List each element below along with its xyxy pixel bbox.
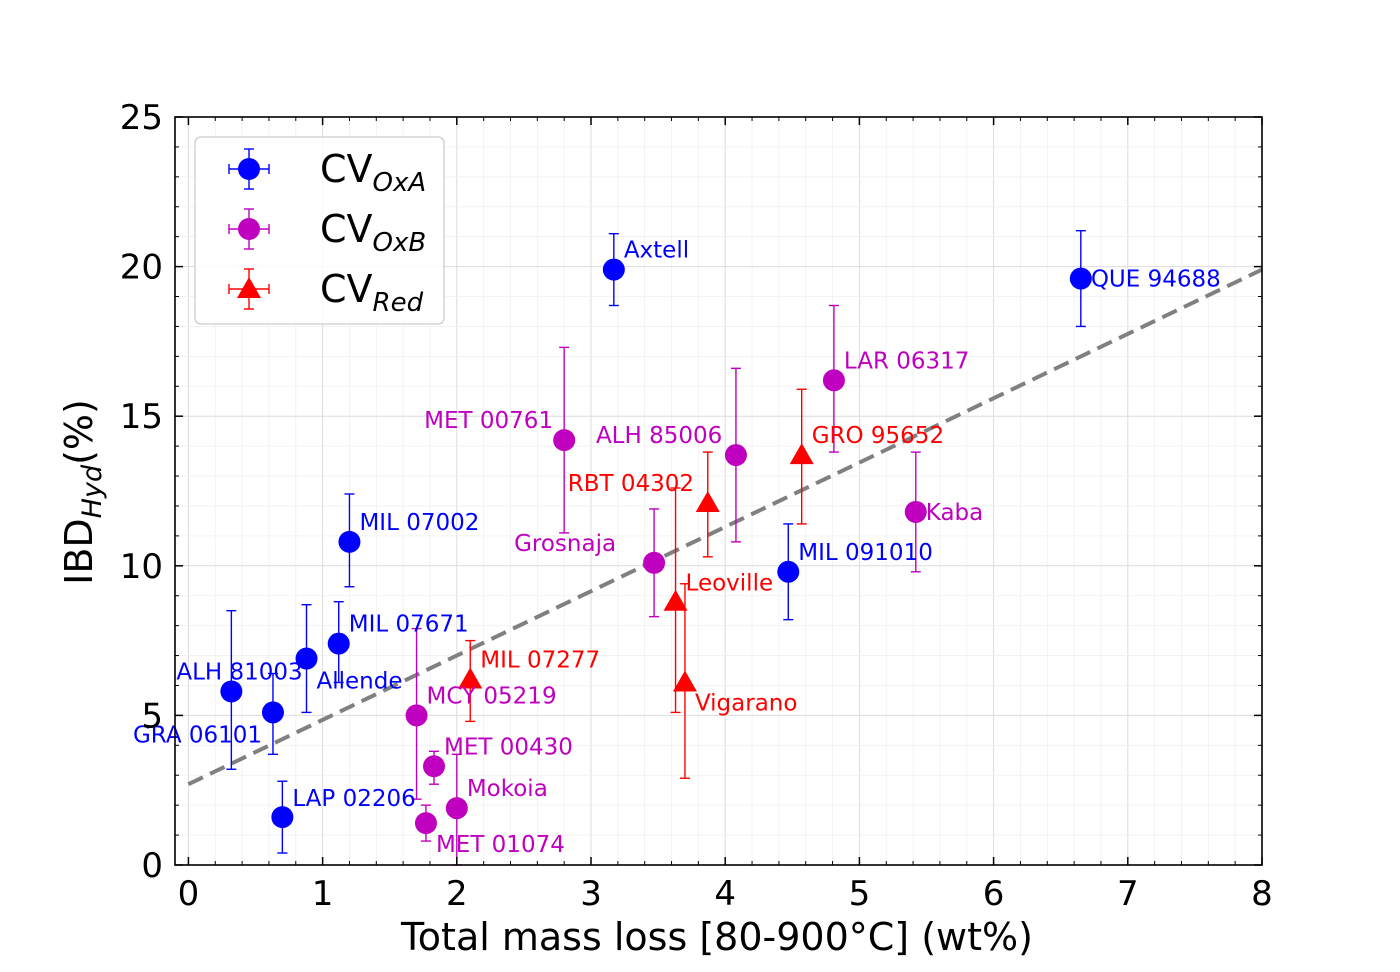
data-point-triangle (663, 589, 688, 611)
data-label: ALH 85006 (596, 423, 722, 449)
legend-label: CVOxB (320, 207, 426, 258)
data-label: MET 01074 (436, 832, 565, 858)
x-tick-label: 6 (983, 874, 1005, 914)
data-label: LAR 06317 (844, 348, 970, 374)
legend-label-sub: OxB (373, 228, 427, 258)
y-axis-label-unit: (%) (57, 399, 101, 465)
data-label: RBT 04302 (568, 471, 694, 497)
fit-line-layer (187, 267, 1263, 787)
x-tick-label: 1 (312, 874, 334, 914)
legend-marker-triangle (237, 277, 261, 298)
data-label: Kaba (926, 500, 983, 526)
x-tick-label: 3 (580, 874, 602, 914)
plot-frame (174, 116, 1263, 866)
data-label: QUE 94688 (1091, 267, 1221, 293)
fit-line (187, 267, 1263, 787)
y-axis-label-main: IBD (57, 518, 101, 585)
data-point-triangle (695, 490, 720, 512)
data-label: GRO 95652 (812, 423, 944, 449)
data-point-circle (220, 680, 243, 703)
data-point-triangle (789, 443, 814, 465)
data-point-circle (261, 701, 284, 724)
data-point-circle (414, 812, 437, 835)
legend-marker-circle (238, 218, 260, 240)
legend-label-sub: Red (373, 288, 424, 318)
data-point-circle (724, 444, 747, 467)
data-point-circle (602, 258, 625, 281)
y-axis-label: IBDHyd(%) (57, 399, 108, 585)
data-label: Allende (317, 669, 403, 695)
ticks: 0 1 2 3 4 5 6 7 8 0 5 10 15 20 25 (120, 98, 1273, 914)
legend-label-main: CV (320, 147, 373, 191)
y-tick-label: 10 (120, 547, 163, 587)
legend-label-main: CV (320, 207, 373, 251)
y-tick-label: 5 (141, 696, 163, 736)
data-label: Mokoia (467, 776, 548, 802)
x-tick-label: 0 (178, 874, 200, 914)
data-point-circle (777, 560, 800, 583)
y-tick-label: 15 (120, 397, 163, 437)
data-label: MET 00430 (444, 734, 573, 760)
markers (220, 258, 1092, 835)
data-point-circle (405, 704, 428, 727)
data-label: ALH 81003 (176, 659, 302, 685)
y-tick-label: 20 (120, 248, 163, 288)
data-label: GRA 06101 (133, 722, 262, 748)
data-point-circle (822, 369, 845, 392)
legend-label-main: CV (320, 267, 373, 311)
data-point-circle (1069, 267, 1092, 290)
y-tick-label: 0 (141, 846, 163, 886)
data-label: Grosnaja (514, 531, 616, 557)
legend-marker-circle (238, 158, 260, 180)
data-point-circle (338, 530, 361, 553)
data-label: Vigarano (695, 690, 798, 716)
data-label: MCY 05219 (427, 683, 557, 709)
data-point-circle (445, 797, 468, 820)
data-label: MIL 07671 (349, 612, 469, 638)
x-tick-label: 7 (1117, 874, 1139, 914)
data-label: MET 00761 (424, 408, 553, 434)
point-labels: Axtell QUE 94688 MIL 07002 MIL 091010 MIL 07… (133, 238, 1221, 859)
data-label: LAP 02206 (292, 786, 415, 812)
data-label: MIL 07002 (359, 510, 479, 536)
data-point-triangle (672, 670, 697, 692)
data-point-circle (271, 806, 294, 829)
legend-label-sub: OxA (373, 168, 427, 198)
data-label: MIL 07277 (480, 647, 600, 673)
y-axis-label-sub: Hyd (77, 464, 108, 518)
data-label: Axtell (624, 238, 689, 264)
legend-label: CVRed (320, 267, 424, 318)
data-point-circle (904, 500, 927, 523)
legend-label: CVOxA (320, 147, 426, 198)
data-point-circle (327, 632, 350, 655)
x-tick-label: 5 (849, 874, 871, 914)
x-tick-label: 2 (446, 874, 468, 914)
data-point-circle (643, 551, 666, 574)
data-point-triangle (458, 667, 483, 689)
x-tick-label: 4 (714, 874, 736, 914)
x-axis-label: Total mass loss [80-900°C] (wt%) (400, 915, 1033, 959)
legend-box (194, 136, 445, 325)
data-label: Leoville (686, 571, 774, 597)
data-label: MIL 091010 (798, 540, 933, 566)
data-point-circle (295, 647, 318, 670)
x-tick-label: 8 (1251, 874, 1273, 914)
data-point-circle (423, 755, 446, 778)
data-point-circle (553, 429, 576, 452)
y-tick-label: 25 (120, 98, 163, 138)
